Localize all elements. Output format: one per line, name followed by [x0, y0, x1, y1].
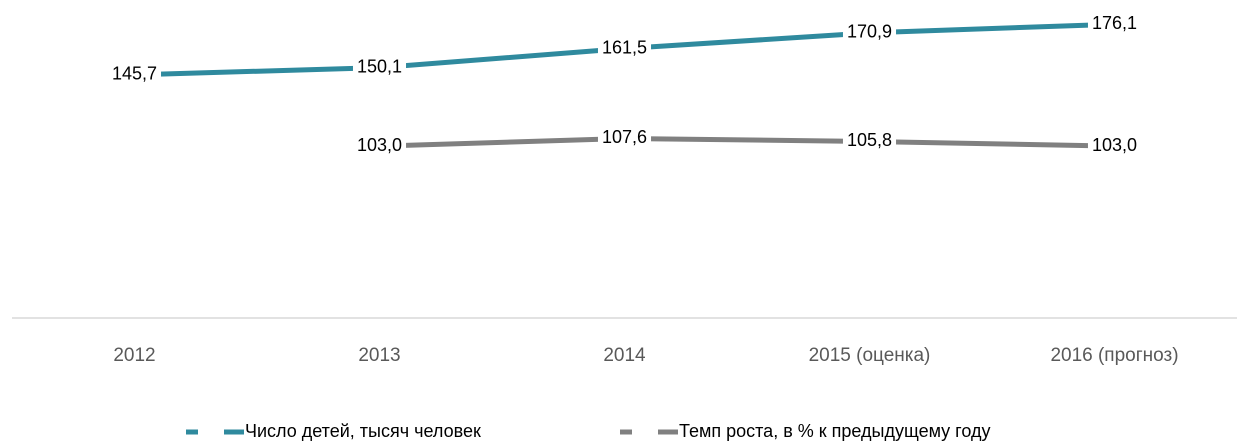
x-tick-label: 2016 (прогноз) — [1050, 345, 1178, 366]
label-background — [107, 63, 162, 84]
legend-label: Число детей, тысяч человек — [245, 421, 481, 441]
x-tick-label: 2012 — [113, 345, 155, 366]
data-label: 170,9 — [847, 22, 892, 42]
label-background — [1087, 134, 1142, 155]
x-tick-label: 2015 (оценка) — [809, 345, 931, 366]
label-background — [597, 127, 652, 148]
label-background — [352, 56, 407, 77]
label-background — [352, 134, 407, 155]
label-background — [1087, 12, 1142, 33]
x-tick-label: 2014 — [603, 345, 646, 366]
data-label: 103,0 — [357, 135, 402, 155]
label-background — [842, 21, 897, 42]
data-label: 103,0 — [1092, 135, 1137, 155]
label-background — [597, 37, 652, 58]
x-tick-label: 2013 — [358, 345, 400, 366]
legend-label: Темп роста, в % к предыдущему году — [679, 421, 990, 441]
data-label: 105,8 — [847, 130, 892, 150]
series-line — [379, 135, 1115, 149]
data-label: 161,5 — [602, 37, 647, 57]
data-label: 107,6 — [602, 127, 647, 147]
data-label: 176,1 — [1092, 13, 1137, 33]
data-label: 150,1 — [357, 56, 402, 76]
label-background — [842, 130, 897, 151]
data-label: 145,7 — [112, 64, 157, 84]
